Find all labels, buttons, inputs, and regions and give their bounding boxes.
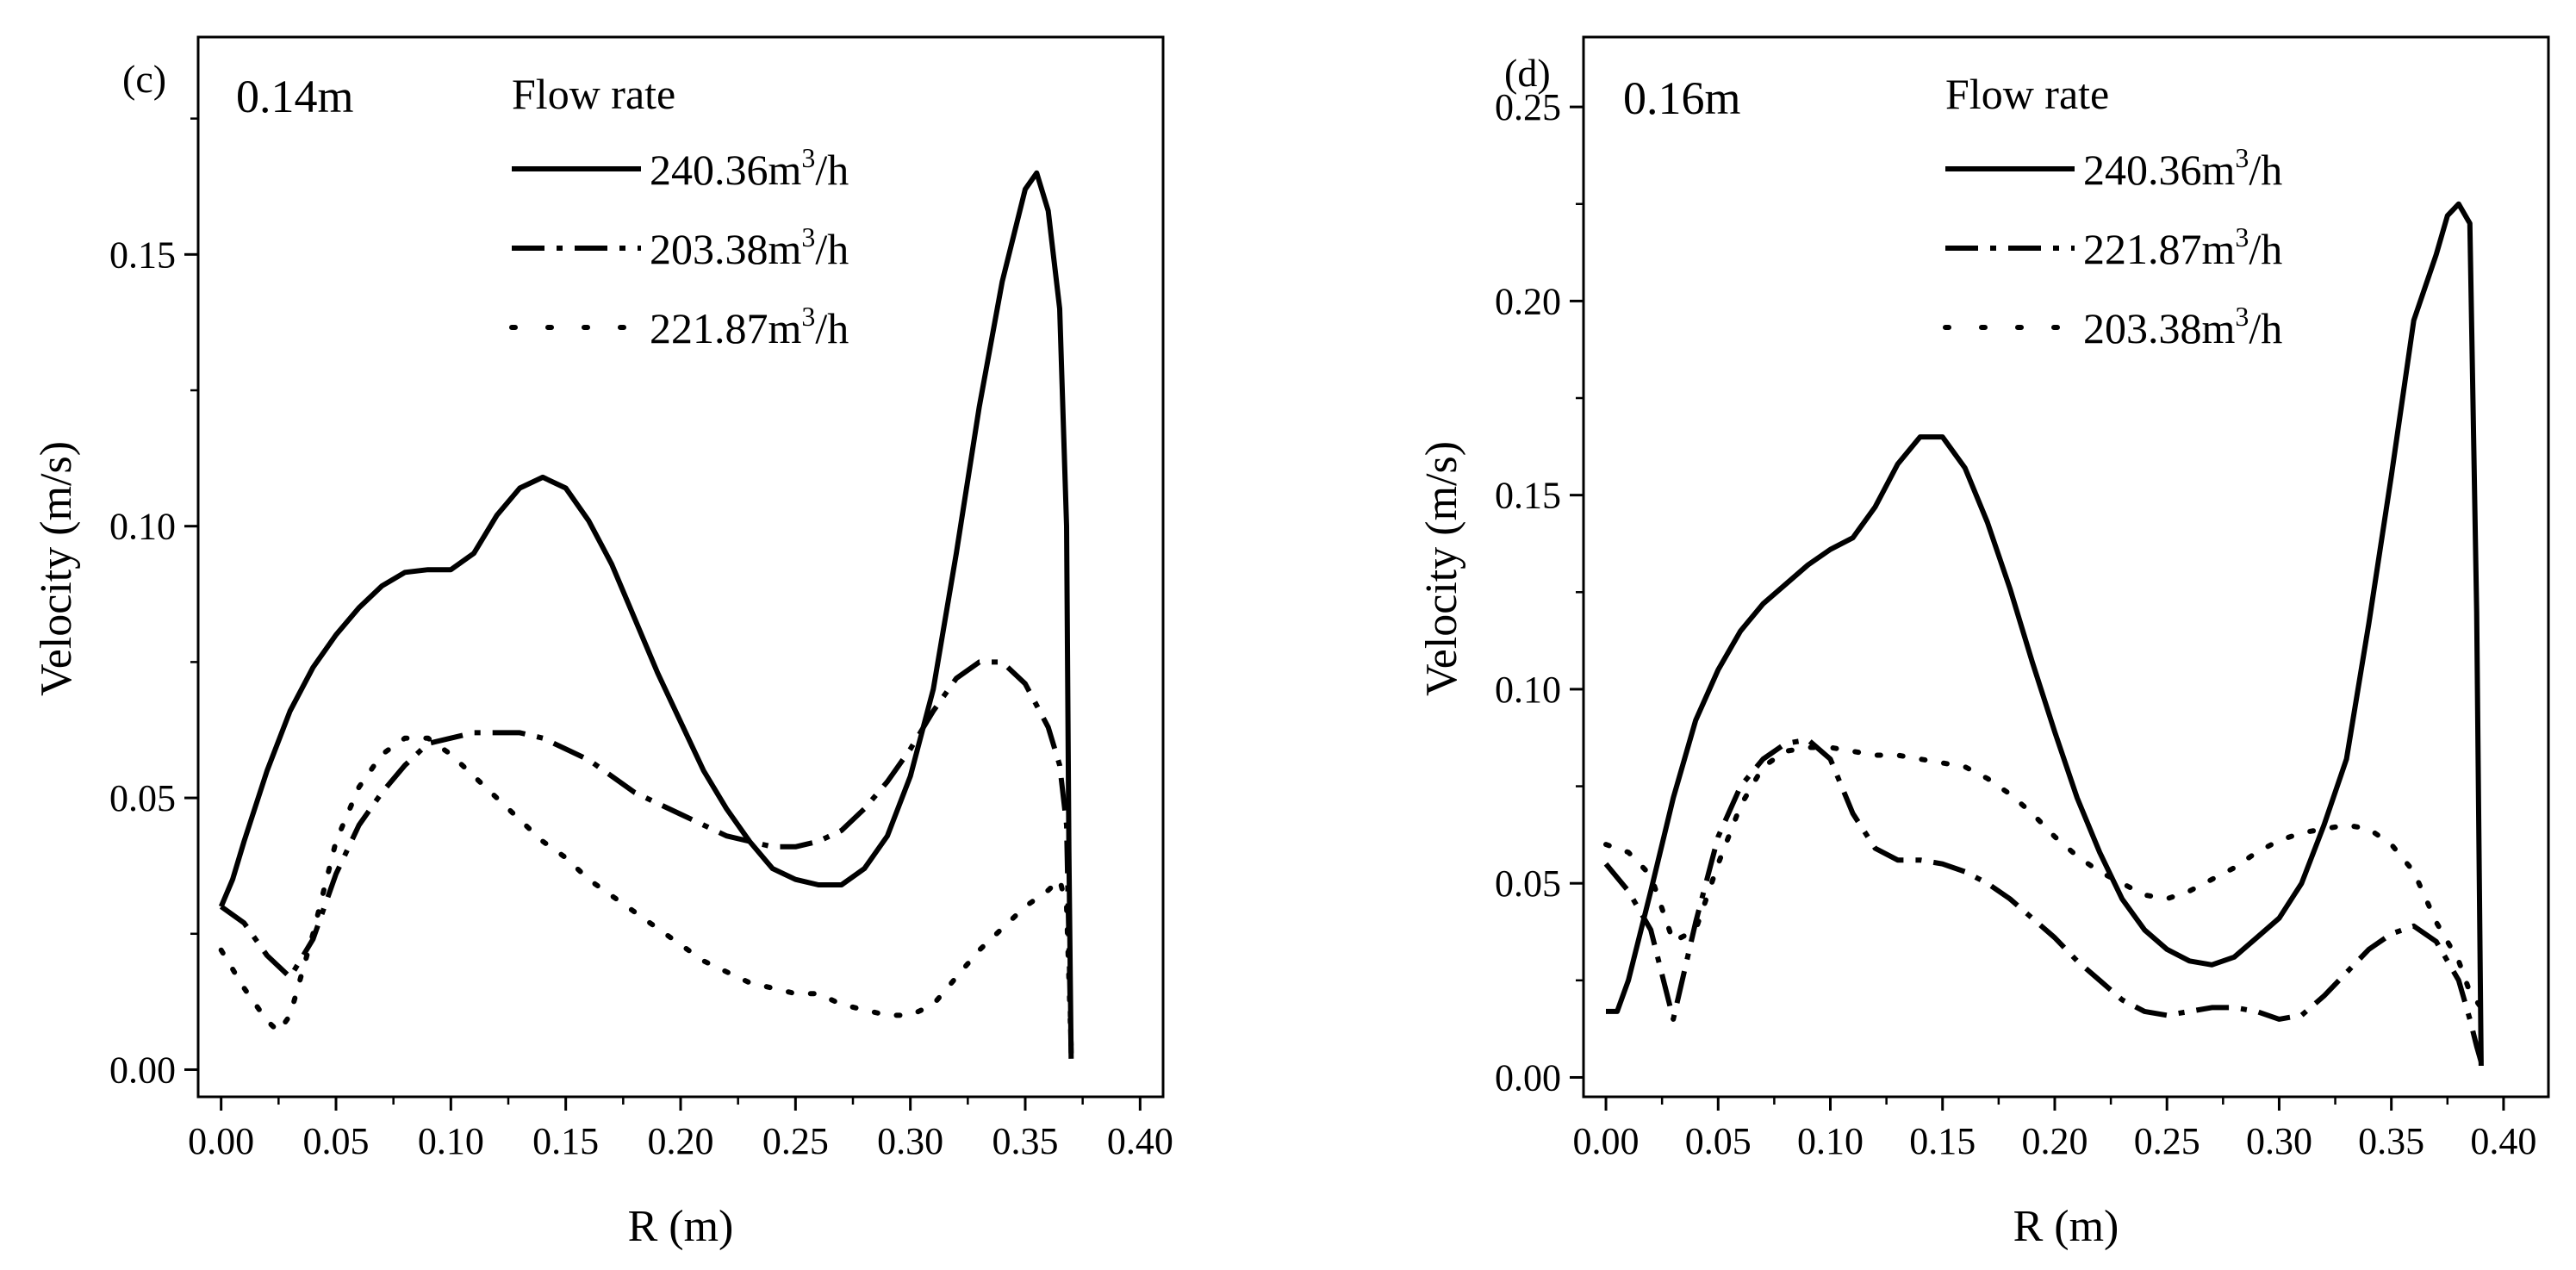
legend-title: Flow rate [1945, 70, 2109, 118]
plot-frame [196, 35, 1165, 1099]
x-tick-label: 0.15 [1909, 1120, 1976, 1162]
series-layer [1603, 201, 2484, 1067]
y-tick-label: 0.20 [1495, 280, 1561, 322]
plot-frame [1582, 35, 2550, 1099]
legend-title: Flow rate [512, 70, 675, 118]
height-label: 0.14m [236, 71, 354, 122]
series-line-dashdot [1603, 737, 2484, 1063]
legend-label: 240.36m3/h [650, 142, 849, 194]
x-tick-label: 0.35 [992, 1120, 1059, 1162]
series-line-dashdot [219, 659, 1074, 1054]
y-tick-label: 0.05 [1495, 862, 1561, 905]
series-line-dotted [218, 735, 1074, 1051]
y-axis-title: Velocity (m/s) [1417, 441, 1466, 696]
x-tick-label: 0.35 [2358, 1120, 2424, 1162]
axes: 0.00 0.05 0.10 0.15 0.20 0.25 0.30 0.35 0.40 0.00… [1495, 86, 2536, 1162]
x-axis-title: R (m) [2013, 1202, 2119, 1251]
y-tick-label: 0.10 [109, 506, 176, 548]
legend-label: 221.87m3/h [650, 301, 849, 352]
x-tick-label: 0.25 [762, 1120, 829, 1162]
legend-label: 240.36m3/h [2083, 142, 2282, 194]
chart-panel-d: 0.00 0.05 0.10 0.15 0.20 0.25 0.30 0.35 0.40 0.00… [1417, 35, 2550, 1251]
x-tick-label: 0.30 [877, 1120, 943, 1162]
legend-label: 221.87m3/h [2083, 221, 2282, 273]
panel-label: (c) [122, 57, 166, 101]
legend-label: 203.38m3/h [650, 221, 849, 273]
series-line-solid [218, 170, 1074, 1059]
x-tick-label: 0.15 [532, 1120, 599, 1162]
series-line-solid [1606, 201, 2484, 1067]
legend: Flow rate 240.36m3/h 221.87m3/h 203.38m3/h [1943, 70, 2282, 352]
y-axis-title: Velocity (m/s) [32, 441, 81, 696]
y-tick-label: 0.00 [1495, 1056, 1561, 1099]
y-tick-label: 0.15 [109, 233, 176, 276]
x-tick-label: 0.20 [648, 1120, 714, 1162]
legend: Flow rate 240.36m3/h 203.38m3/h 221.87m3/h [509, 70, 849, 352]
x-tick-label: 0.40 [2470, 1120, 2536, 1162]
x-tick-label: 0.05 [1685, 1120, 1752, 1162]
x-tick-label: 0.40 [1107, 1120, 1173, 1162]
series-layer [218, 170, 1074, 1059]
x-tick-label: 0.00 [188, 1120, 254, 1162]
y-tick-label: 0.05 [109, 777, 176, 819]
x-tick-label: 0.10 [418, 1120, 484, 1162]
x-tick-label: 0.10 [1797, 1120, 1864, 1162]
x-tick-label: 0.00 [1573, 1120, 1640, 1162]
legend-label: 203.38m3/h [2083, 301, 2282, 352]
x-tick-label: 0.25 [2134, 1120, 2200, 1162]
y-tick-label: 0.10 [1495, 669, 1561, 711]
y-tick-label: 0.00 [109, 1049, 176, 1091]
axes: 0.00 0.05 0.10 0.15 0.20 0.25 0.30 0.35 0.40 0.00… [109, 117, 1173, 1162]
chart-panel-c: 0.00 0.05 0.10 0.15 0.20 0.25 0.30 0.35 0.40 0.00… [32, 35, 1173, 1251]
height-label: 0.16m [1623, 72, 1741, 124]
series-line-dotted [1603, 744, 2484, 1011]
y-tick-label: 0.25 [1495, 86, 1561, 128]
x-axis-title: R (m) [628, 1202, 734, 1251]
x-tick-label: 0.20 [2021, 1120, 2088, 1162]
x-tick-label: 0.05 [303, 1120, 370, 1162]
x-tick-label: 0.30 [2246, 1120, 2312, 1162]
y-tick-label: 0.15 [1495, 475, 1561, 517]
panel-label: (d) [1504, 51, 1551, 95]
